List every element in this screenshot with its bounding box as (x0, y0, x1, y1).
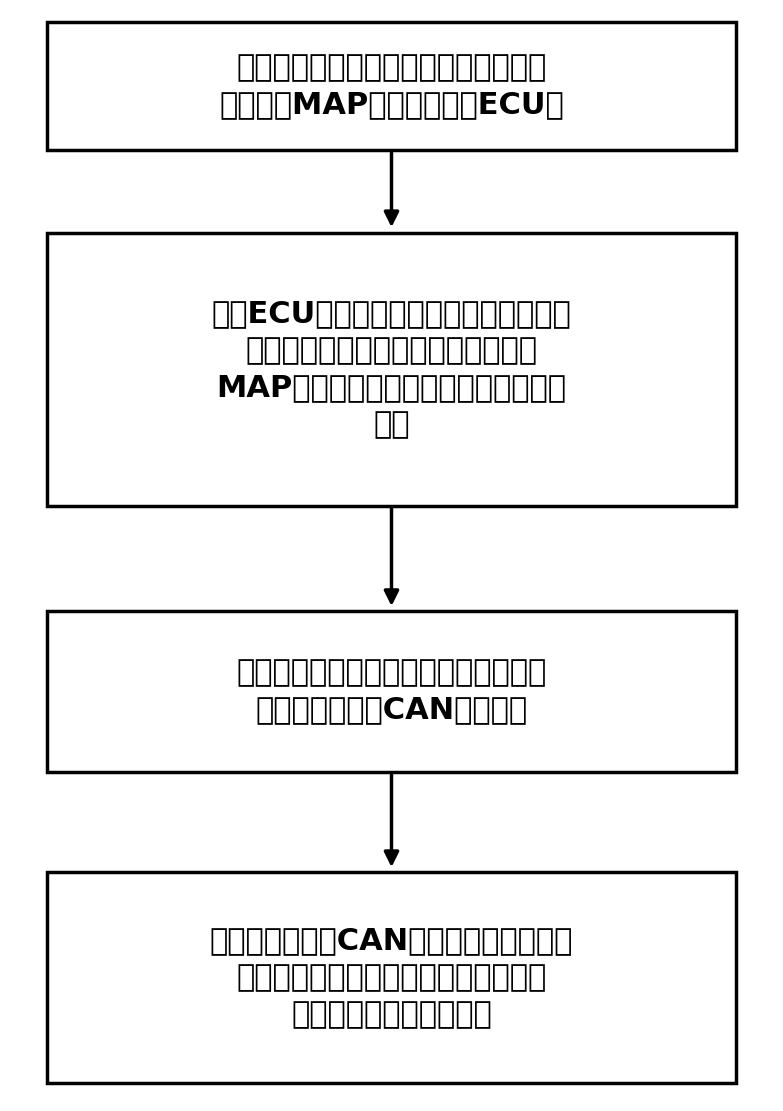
Bar (47, 611, 736, 772)
Bar (47, 872, 736, 1083)
Bar (47, 233, 736, 506)
Text: 将所述燃料经济性状态生成燃料经济性
状态报文并通过CAN总线传输: 将所述燃料经济性状态生成燃料经济性 状态报文并通过CAN总线传输 (236, 659, 547, 724)
Text: 通过发动机万有特性试验标定其燃料经
济性状态MAP图，并预置于ECU中: 通过发动机万有特性试验标定其燃料经 济性状态MAP图，并预置于ECU中 (219, 53, 564, 119)
Bar (47, 22, 736, 150)
Text: 汽车仪表从所述CAN总线上捕获所述燃料
经济性状态报文，解析获得当前状态下
的燃料经济性状态并显示: 汽车仪表从所述CAN总线上捕获所述燃料 经济性状态报文，解析获得当前状态下 的燃… (210, 927, 573, 1029)
Text: 通过ECU获取发动机当前的转速和扞矩，
并以所述转速和扞矩为依据查找所述
MAP图，获得当前状态下的燃料经济性
状态: 通过ECU获取发动机当前的转速和扞矩， 并以所述转速和扞矩为依据查找所述 MAP… (211, 299, 572, 440)
